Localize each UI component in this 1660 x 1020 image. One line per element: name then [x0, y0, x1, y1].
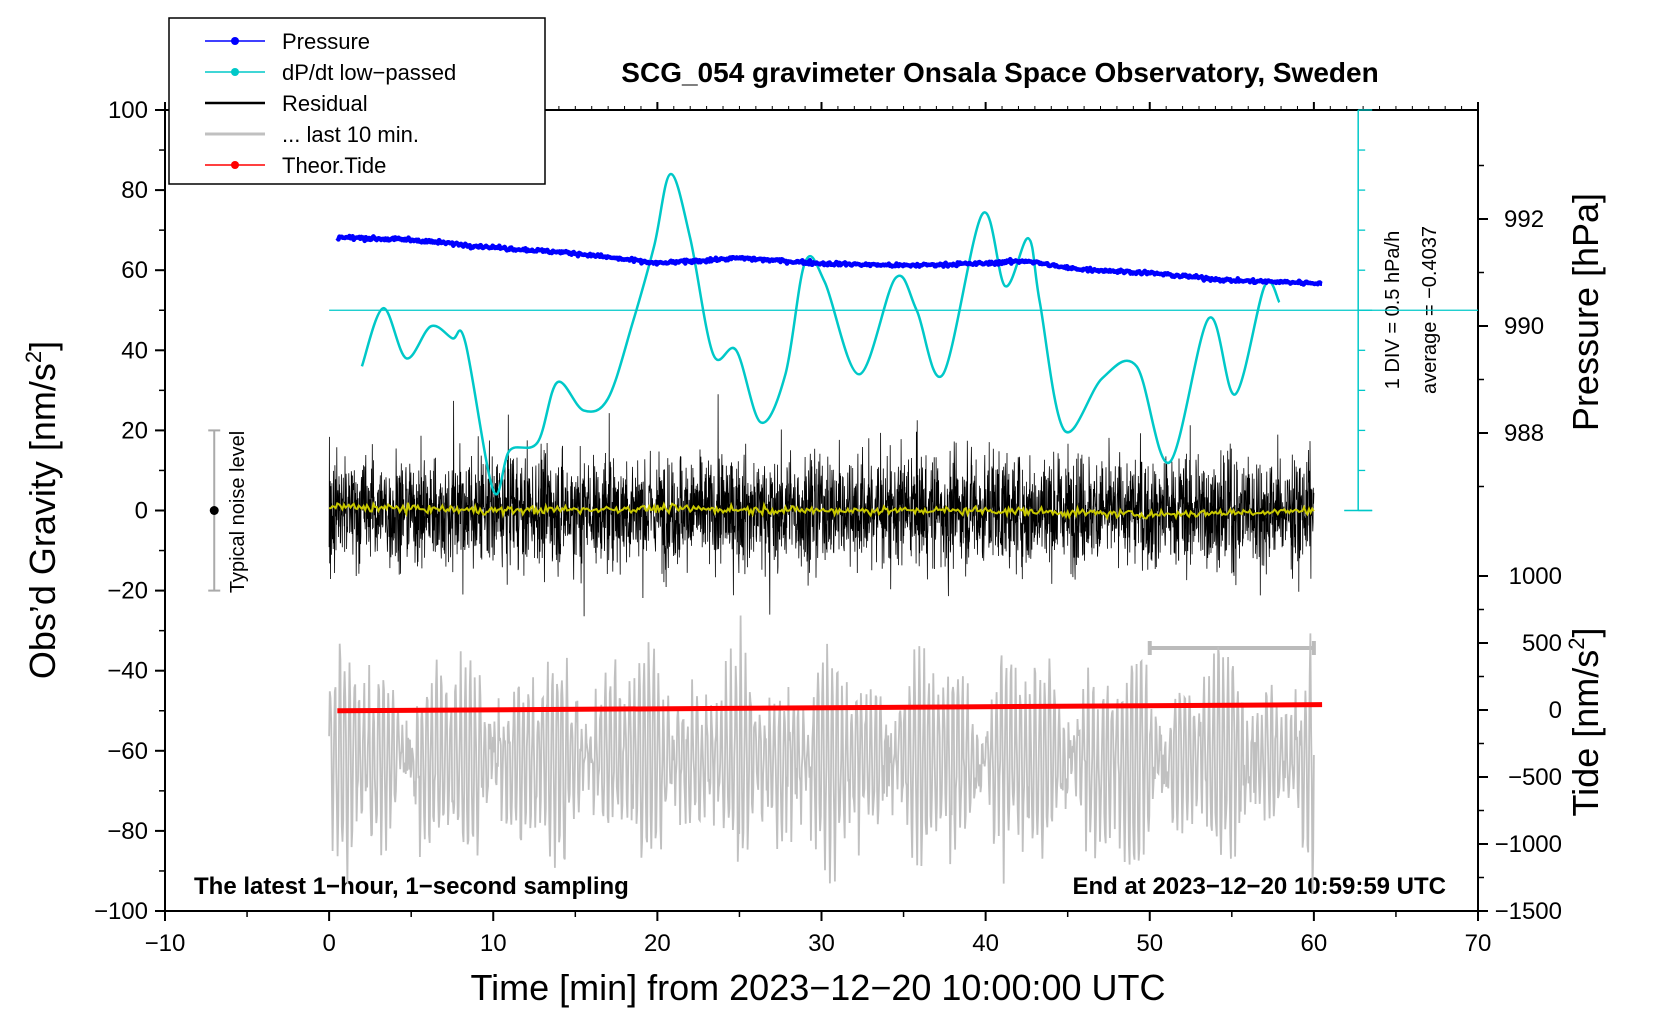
y-tick-label: 60	[121, 257, 148, 284]
data-series	[208, 109, 1478, 894]
tide-tick-label: 500	[1522, 630, 1562, 657]
annotation-end-time: End at 2023−12−20 10:59:59 UTC	[1072, 873, 1446, 900]
tide-tick-label: −500	[1508, 764, 1562, 791]
residual-smoothed-line	[329, 501, 1315, 521]
legend-box	[168, 17, 546, 185]
y-tick-label: −100	[94, 898, 148, 925]
x-tick-label: 50	[1136, 930, 1163, 957]
pressure-tick-label: 992	[1504, 206, 1544, 233]
legend-marker	[231, 68, 239, 76]
legend: Pressure dP/dt low−passed Residual ... last…	[168, 17, 546, 185]
pressure-tick-label: 990	[1504, 313, 1544, 340]
y-tick-label: 80	[121, 177, 148, 204]
y-tick-label: 40	[121, 337, 148, 364]
x-tick-label: −10	[145, 930, 186, 957]
y-tick-label: −60	[107, 738, 148, 765]
last10-series-line	[328, 615, 1315, 894]
legend-label: dP/dt low−passed	[282, 60, 456, 85]
tide-tick-label: 1000	[1509, 563, 1562, 590]
x-tick-label: 40	[972, 930, 999, 957]
axes-ticks: −10 0 10 20 30 40 50 60 70100806040200−20−40−60−…	[94, 97, 1562, 957]
x-tick-label: 20	[644, 930, 671, 957]
legend-label: Pressure	[282, 29, 370, 54]
y-tick-label: −40	[107, 658, 148, 685]
x-tick-label: 70	[1465, 930, 1492, 957]
y-tick-label: 0	[135, 498, 148, 525]
y-axis-pressure-title: Pressure [hPa]	[1565, 193, 1606, 431]
y-axis-left-title: Obs’d Gravity [nm/s2]	[21, 341, 63, 679]
legend-marker	[231, 37, 239, 45]
legend-marker	[231, 161, 239, 169]
y-tick-label: −20	[107, 578, 148, 605]
y-tick-label: −80	[107, 818, 148, 845]
tide-tick-label: 0	[1549, 697, 1562, 724]
tide-series-line	[337, 702, 1323, 714]
y-tick-label: 20	[121, 417, 148, 444]
tide-tick-label: −1500	[1495, 898, 1562, 925]
pressure-series-line	[335, 233, 1324, 287]
annotation-sampling: The latest 1−hour, 1−second sampling	[194, 873, 629, 900]
typical-noise-label: Typical noise level	[227, 431, 249, 593]
y-axis-tide-title: Tide [nm/s2]	[1564, 628, 1606, 817]
legend-label: Theor.Tide	[282, 153, 386, 178]
legend-label: Residual	[282, 91, 368, 116]
x-tick-label: 10	[480, 930, 507, 957]
x-axis-title: Time [min] from 2023−12−20 10:00:00 UTC	[470, 967, 1165, 1008]
x-tick-label: 30	[808, 930, 835, 957]
y-tick-label: 100	[108, 97, 148, 124]
pressure-tick-label: 988	[1504, 420, 1544, 447]
legend-label: ... last 10 min.	[282, 122, 419, 147]
typical-noise-dot	[209, 506, 219, 515]
dpdt-series-line	[360, 172, 1281, 496]
tide-tick-label: −1000	[1495, 831, 1562, 858]
x-tick-label: 60	[1301, 930, 1328, 957]
residual-series-line	[328, 394, 1315, 617]
chart-title: SCG_054 gravimeter Onsala Space Observat…	[621, 57, 1378, 88]
x-tick-label: 0	[322, 930, 335, 957]
